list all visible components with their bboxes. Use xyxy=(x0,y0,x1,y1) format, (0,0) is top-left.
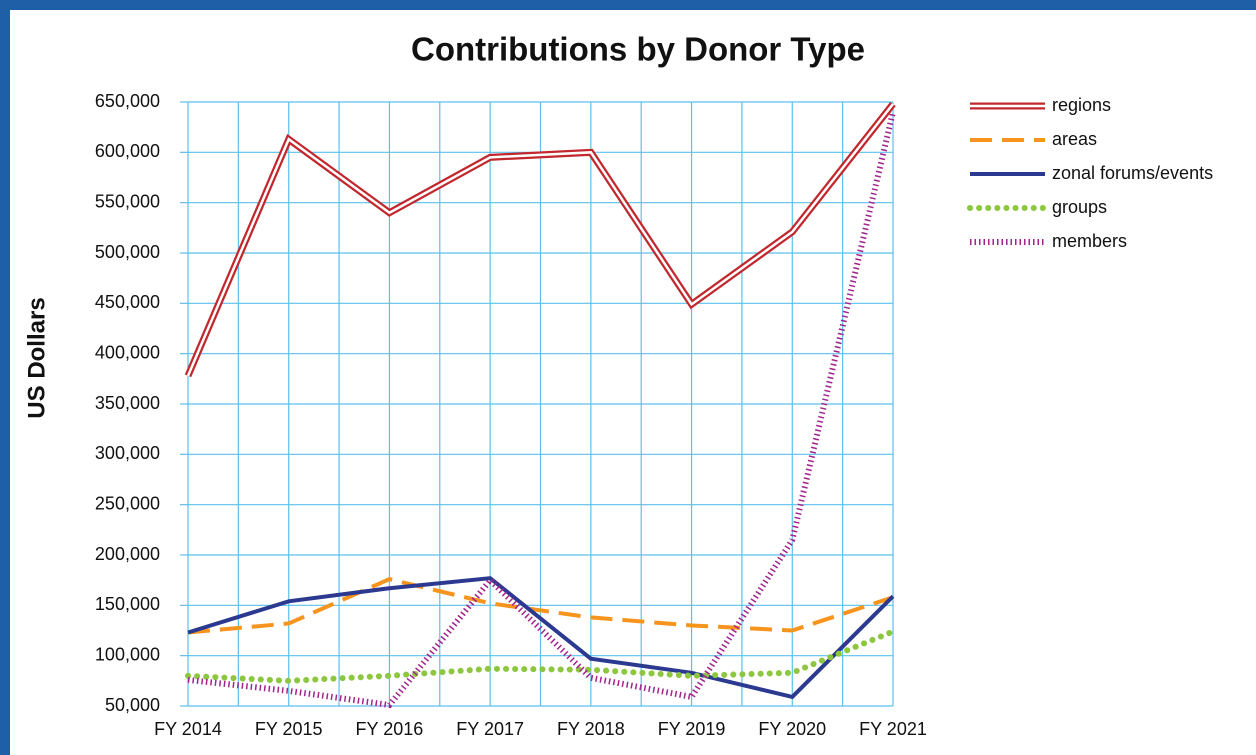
series-line-inner xyxy=(186,103,894,377)
x-tick-label: FY 2020 xyxy=(758,719,826,739)
y-tick-label: 550,000 xyxy=(95,191,160,211)
series-line xyxy=(187,111,896,709)
series-line xyxy=(187,576,895,700)
x-tick-label: FY 2017 xyxy=(456,719,524,739)
y-axis-label: US Dollars xyxy=(23,297,50,418)
x-tick-label: FY 2021 xyxy=(859,719,927,739)
x-tick-label: FY 2016 xyxy=(356,719,424,739)
series-line xyxy=(187,577,894,635)
y-tick-label: 50,000 xyxy=(105,695,160,715)
legend-label: zonal forums/events xyxy=(1052,163,1213,183)
y-tick-label: 200,000 xyxy=(95,544,160,564)
x-tick-label: FY 2014 xyxy=(154,719,222,739)
y-tick-label: 650,000 xyxy=(95,91,160,111)
legend-label: areas xyxy=(1052,129,1097,149)
y-tick-label: 600,000 xyxy=(95,141,160,161)
y-tick-label: 300,000 xyxy=(95,443,160,463)
chart-title: Contributions by Donor Type xyxy=(411,31,865,68)
x-tick-label: FY 2015 xyxy=(255,719,323,739)
background xyxy=(10,10,1256,755)
y-tick-label: 150,000 xyxy=(95,594,160,614)
y-tick-label: 250,000 xyxy=(95,493,160,513)
series-line xyxy=(185,628,896,684)
x-tick-label: FY 2018 xyxy=(557,719,625,739)
y-tick-label: 100,000 xyxy=(95,644,160,664)
y-tick-label: 400,000 xyxy=(95,342,160,362)
x-tick-label: FY 2019 xyxy=(658,719,726,739)
y-tick-label: 500,000 xyxy=(95,242,160,262)
legend-label: regions xyxy=(1052,95,1111,115)
legend-label: members xyxy=(1052,231,1127,251)
y-tick-label: 450,000 xyxy=(95,292,160,312)
legend-label: groups xyxy=(1052,197,1107,217)
y-tick-label: 350,000 xyxy=(95,393,160,413)
